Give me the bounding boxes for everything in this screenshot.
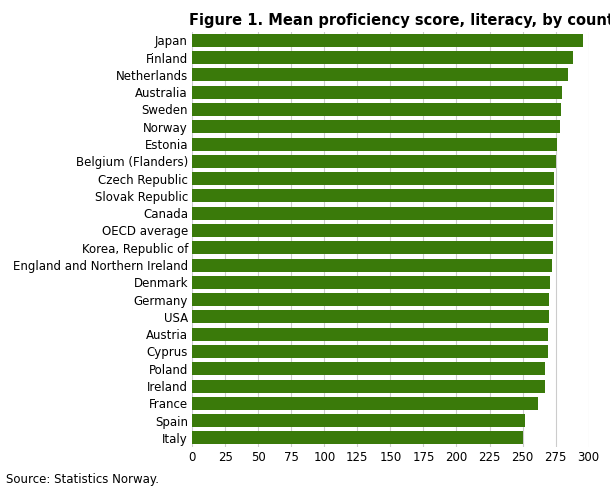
Bar <box>192 293 549 306</box>
Bar <box>192 241 553 254</box>
Bar <box>192 86 562 99</box>
Bar <box>192 328 548 341</box>
Bar <box>192 259 551 271</box>
Bar <box>192 276 550 289</box>
Bar <box>192 68 567 81</box>
Bar <box>192 34 583 47</box>
Bar <box>192 414 525 427</box>
Bar <box>192 51 573 64</box>
Bar <box>192 380 545 392</box>
Bar <box>192 397 539 410</box>
Bar <box>192 207 553 220</box>
Bar <box>192 121 559 133</box>
Text: Source: Statistics Norway.: Source: Statistics Norway. <box>6 472 159 486</box>
Bar <box>192 138 557 150</box>
Bar <box>192 103 561 116</box>
Bar <box>192 224 553 237</box>
Bar <box>192 310 549 324</box>
Text: Figure 1. Mean proficiency score, literacy, by country. 2012: Figure 1. Mean proficiency score, litera… <box>189 13 610 28</box>
Bar <box>192 172 554 185</box>
Bar <box>192 362 545 375</box>
Bar <box>192 345 548 358</box>
Bar <box>192 189 554 203</box>
Bar <box>192 155 556 168</box>
Bar <box>192 431 523 445</box>
